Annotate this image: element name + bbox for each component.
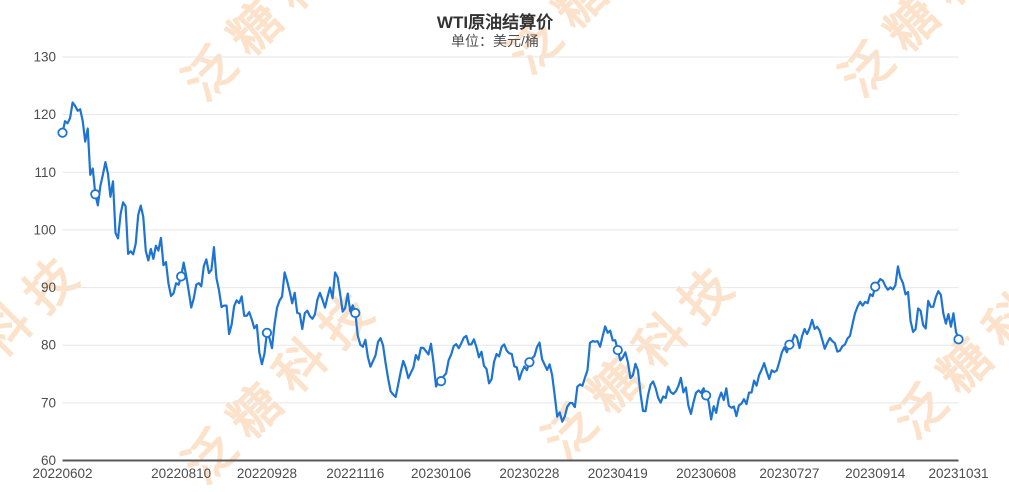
chart-title: WTI原油结算价 (436, 13, 554, 32)
data-point-marker[interactable] (176, 271, 187, 282)
price-line-series[interactable] (61, 101, 960, 423)
chart-subtitle: 单位：美元/桶 (451, 33, 539, 49)
x-axis-tick-label: 20230228 (499, 466, 559, 481)
data-point-marker[interactable] (612, 344, 623, 356)
data-point-marker[interactable] (870, 281, 881, 292)
x-axis-tick-label: 20230608 (676, 466, 736, 481)
data-point-marker[interactable] (350, 307, 361, 319)
x-axis-tick-label: 20230914 (845, 466, 906, 481)
y-axis-tick-label: 120 (33, 107, 56, 122)
x-axis-tick-label: 20221116 (326, 466, 384, 481)
y-axis-tick-label: 70 (41, 395, 56, 410)
y-axis-tick-label: 80 (41, 338, 56, 353)
data-point-marker[interactable] (701, 390, 712, 401)
x-axis-tick-label: 20230727 (759, 466, 819, 481)
data-point-marker[interactable] (953, 334, 964, 345)
data-point-marker[interactable] (524, 357, 535, 368)
x-axis-tick-label: 20231031 (928, 466, 988, 481)
data-point-marker[interactable] (90, 189, 101, 200)
y-axis-tick-label: 90 (41, 280, 56, 295)
data-point-marker[interactable] (435, 376, 447, 387)
x-axis-tick-label: 20220602 (32, 466, 92, 481)
data-point-marker[interactable] (261, 327, 273, 338)
data-point-marker[interactable] (784, 339, 795, 350)
data-point-marker[interactable] (57, 127, 68, 138)
x-axis-tick-label: 20230106 (411, 466, 471, 481)
x-axis-tick-label: 20220810 (151, 466, 211, 481)
x-axis-tick-label: 20220928 (237, 466, 297, 481)
x-axis-tick-label: 20230419 (588, 466, 648, 481)
y-axis-tick-label: 60 (41, 453, 56, 468)
y-axis-tick-label: 110 (34, 165, 56, 180)
y-axis-tick-label: 130 (33, 50, 56, 65)
y-axis-tick-label: 100 (33, 222, 56, 237)
